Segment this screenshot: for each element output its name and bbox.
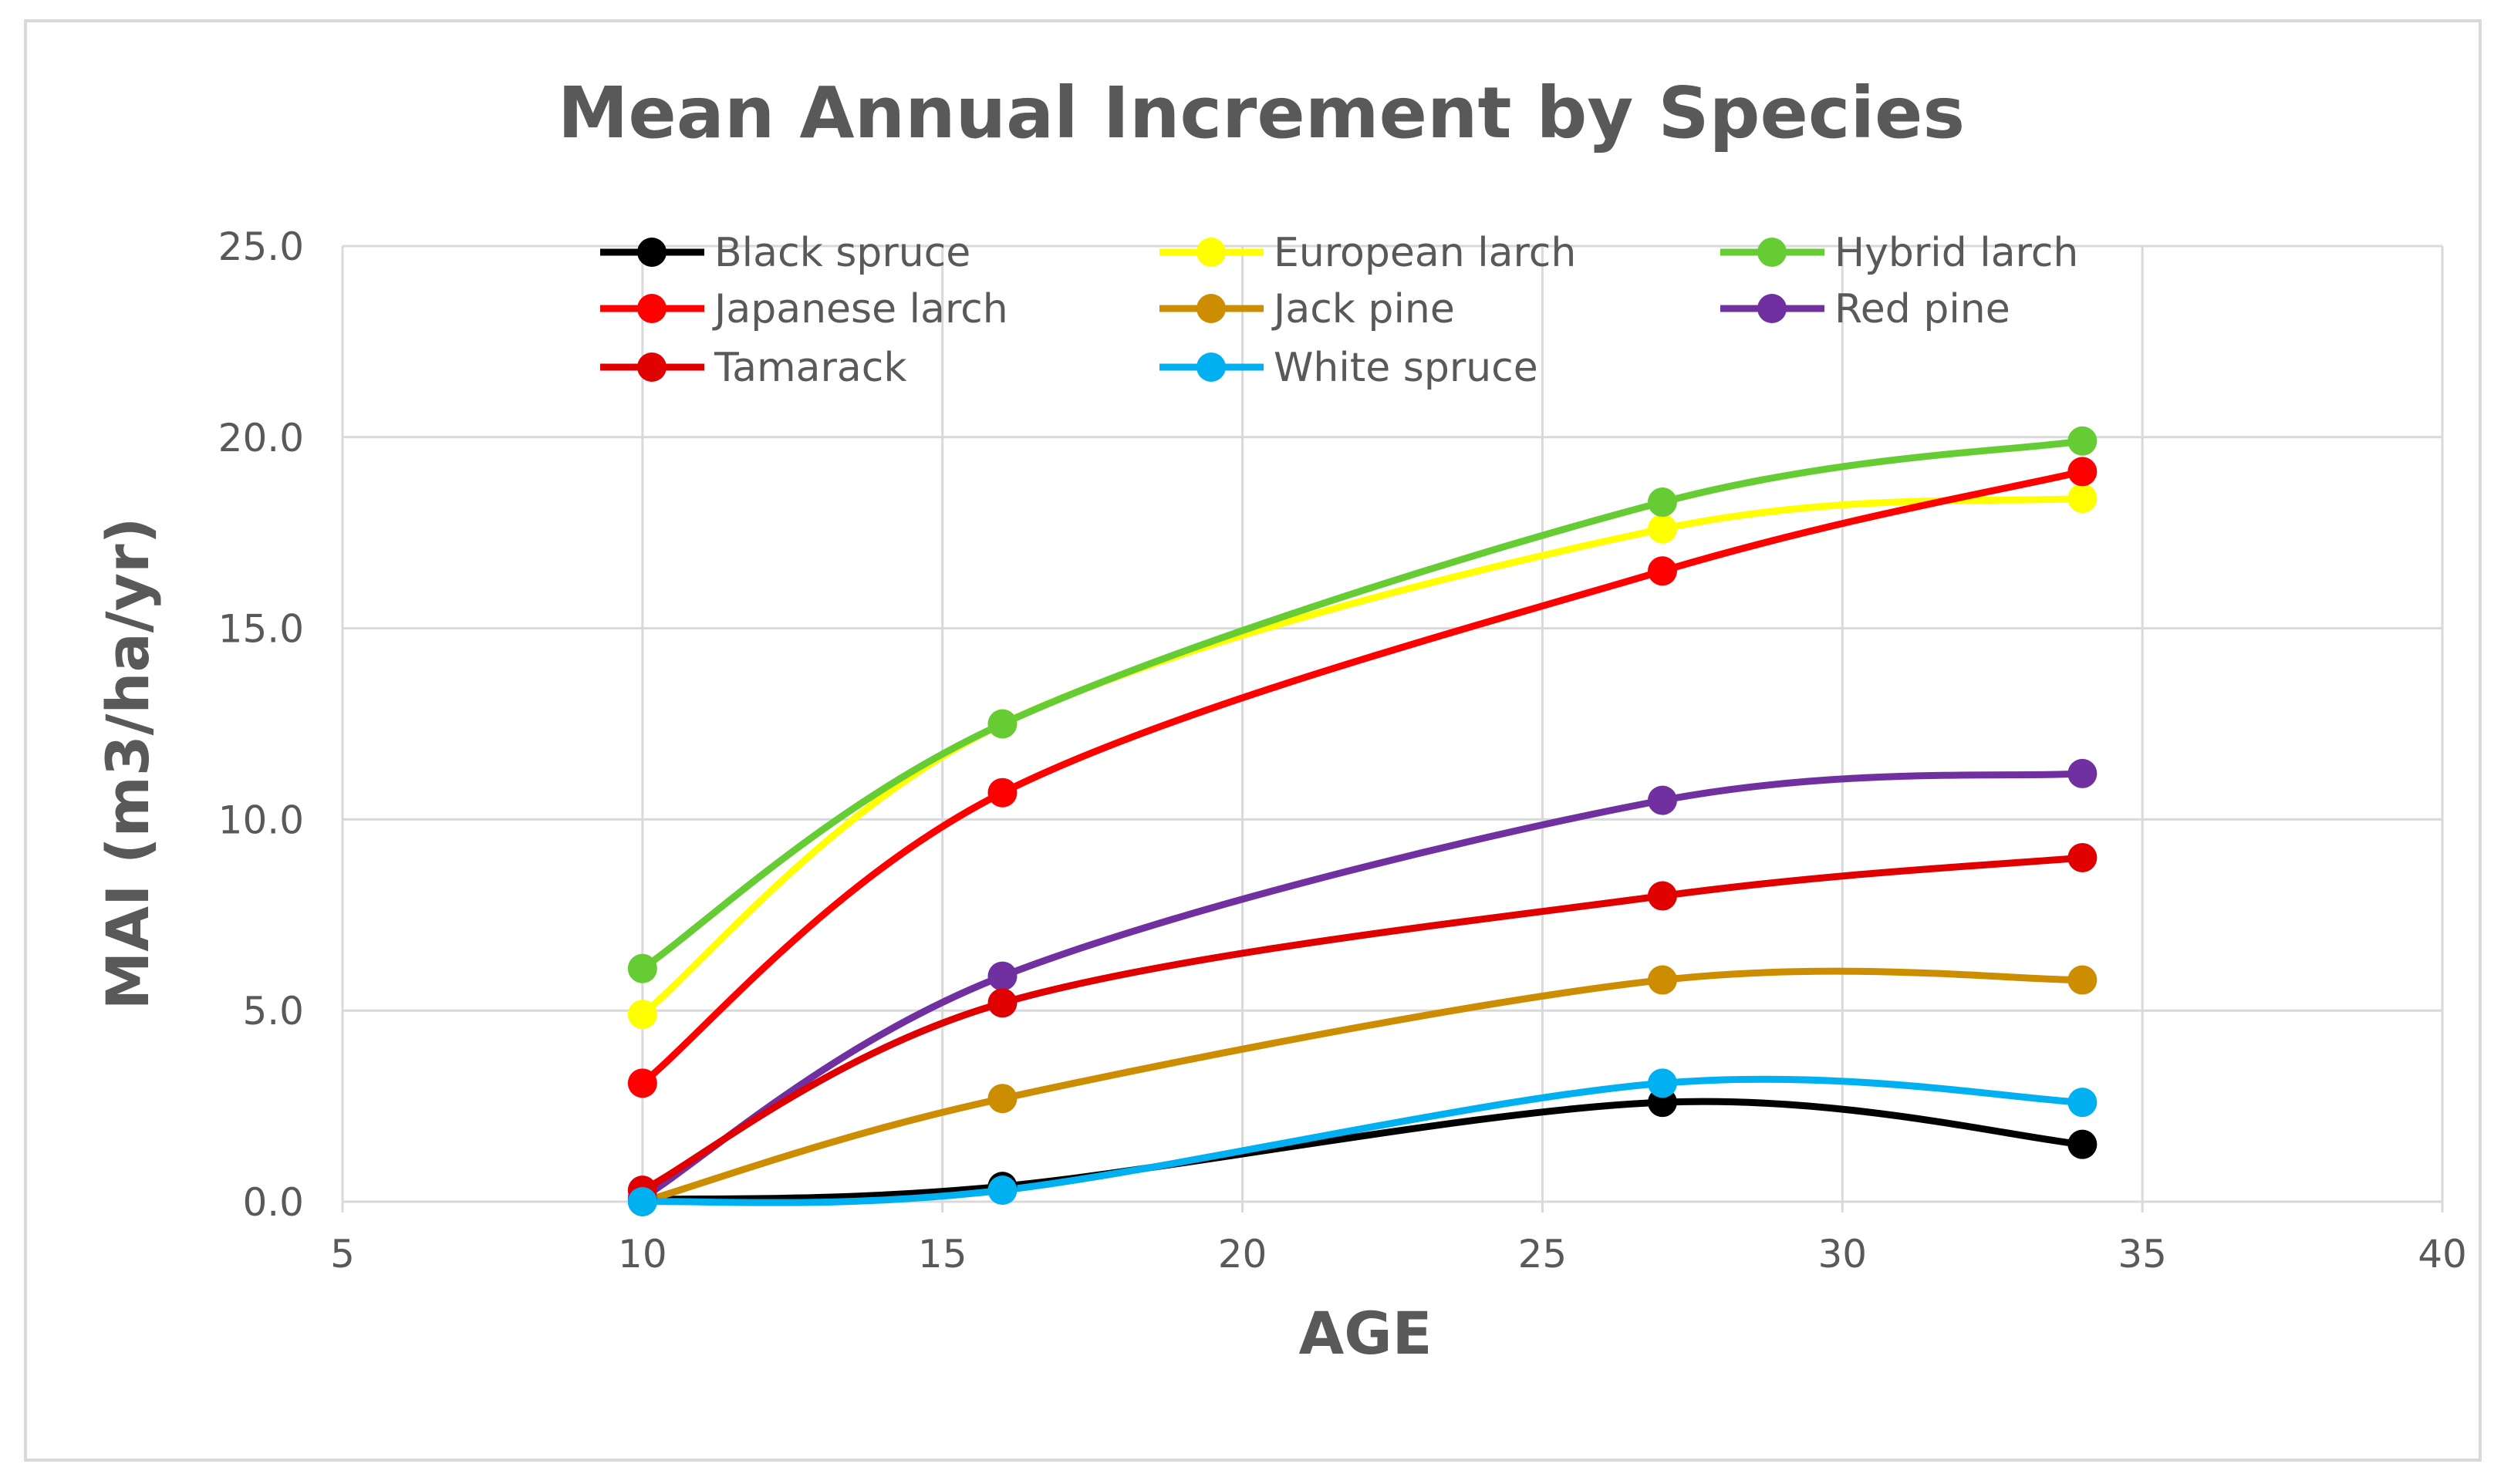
data-point-hybrid-larch — [987, 709, 1018, 739]
x-tick-label: 35 — [2118, 1232, 2167, 1277]
y-axis-label: MAI (m3/ha/yr) — [93, 518, 162, 1010]
data-point-white-spruce — [987, 1175, 1018, 1206]
series-line-jack-pine — [639, 967, 2086, 1206]
legend-marker-european-larch — [1196, 238, 1226, 267]
data-point-hybrid-larch — [627, 953, 657, 983]
x-axis-label: AGE — [1298, 1299, 1432, 1368]
legend-label-white-spruce: White spruce — [1274, 345, 1538, 391]
legend-marker-jack-pine — [1196, 294, 1226, 323]
series-lines — [639, 437, 2086, 1206]
legend-marker-japanese-larch — [637, 294, 667, 323]
data-point-hybrid-larch — [1647, 487, 1677, 518]
data-point-white-spruce — [2067, 1088, 2098, 1118]
series-line-japanese-larch — [639, 467, 2086, 1087]
data-point-jack-pine — [1647, 965, 1677, 995]
x-tick-label: 15 — [918, 1232, 967, 1277]
x-tick-label: 30 — [1817, 1232, 1867, 1277]
data-point-tamarack — [2067, 842, 2098, 872]
y-tick-label: 15.0 — [218, 607, 304, 652]
x-tick-label: 20 — [1218, 1232, 1267, 1277]
data-point-jack-pine — [2067, 965, 2098, 995]
data-point-white-spruce — [627, 1187, 657, 1216]
series-line-white-spruce — [639, 1075, 2086, 1206]
x-tick-label: 40 — [2418, 1232, 2467, 1277]
legend-label-european-larch: European larch — [1274, 230, 1576, 276]
data-point-red-pine — [1647, 785, 1677, 815]
data-point-japanese-larch — [2067, 457, 2098, 487]
legend-label-tamarack: Tamarack — [714, 345, 907, 391]
data-point-black-spruce — [2067, 1129, 2098, 1159]
y-tick-label: 0.0 — [242, 1180, 304, 1225]
data-point-red-pine — [2067, 758, 2098, 788]
series-line-european-larch — [639, 494, 2086, 1018]
chart-frame — [24, 19, 2482, 1462]
series-line-red-pine — [639, 770, 2086, 1202]
legend-marker-red-pine — [1757, 294, 1787, 323]
legend-marker-black-spruce — [637, 238, 667, 267]
legend-marker-white-spruce — [1196, 352, 1226, 382]
series-markers — [627, 426, 2098, 1216]
data-point-european-larch — [1647, 514, 1677, 544]
data-point-tamarack — [987, 988, 1018, 1018]
data-point-white-spruce — [1647, 1068, 1677, 1098]
legend-label-jack-pine: Jack pine — [1271, 286, 1455, 332]
legend: Black spruce European larch Hybrid larch Ja… — [600, 230, 2078, 391]
y-tick-label: 20.0 — [218, 416, 304, 460]
y-tick-label: 10.0 — [218, 798, 304, 842]
data-point-japanese-larch — [987, 777, 1018, 808]
legend-marker-tamarack — [637, 352, 667, 382]
data-point-jack-pine — [987, 1084, 1018, 1114]
series-line-hybrid-larch — [639, 437, 2086, 973]
y-tick-label: 25.0 — [218, 224, 304, 269]
legend-label-japanese-larch: Japanese larch — [712, 286, 1008, 332]
data-point-hybrid-larch — [2067, 426, 2098, 456]
x-tick-label: 5 — [330, 1232, 355, 1277]
legend-label-hybrid-larch: Hybrid larch — [1834, 230, 2078, 276]
legend-label-red-pine: Red pine — [1834, 286, 2010, 332]
chart-title: Mean Annual Increment by Species — [558, 72, 1965, 154]
data-point-red-pine — [987, 961, 1018, 991]
data-point-tamarack — [1647, 881, 1677, 911]
data-point-japanese-larch — [1647, 556, 1677, 586]
data-point-european-larch — [2067, 484, 2098, 514]
legend-marker-hybrid-larch — [1757, 238, 1787, 267]
series-line-tamarack — [639, 854, 2086, 1194]
y-tick-labels: 0.0 5.0 10.0 15.0 20.0 25.0 — [218, 224, 304, 1225]
x-tick-labels: 5 10 15 20 25 30 35 40 — [330, 1232, 2467, 1277]
x-tick-label: 25 — [1518, 1232, 1568, 1277]
series-line-black-spruce — [639, 1098, 2086, 1204]
y-tick-label: 5.0 — [242, 989, 304, 1034]
data-point-japanese-larch — [627, 1068, 657, 1098]
x-tick-label: 10 — [618, 1232, 667, 1277]
legend-label-black-spruce: Black spruce — [714, 230, 970, 276]
data-point-european-larch — [627, 1000, 657, 1030]
